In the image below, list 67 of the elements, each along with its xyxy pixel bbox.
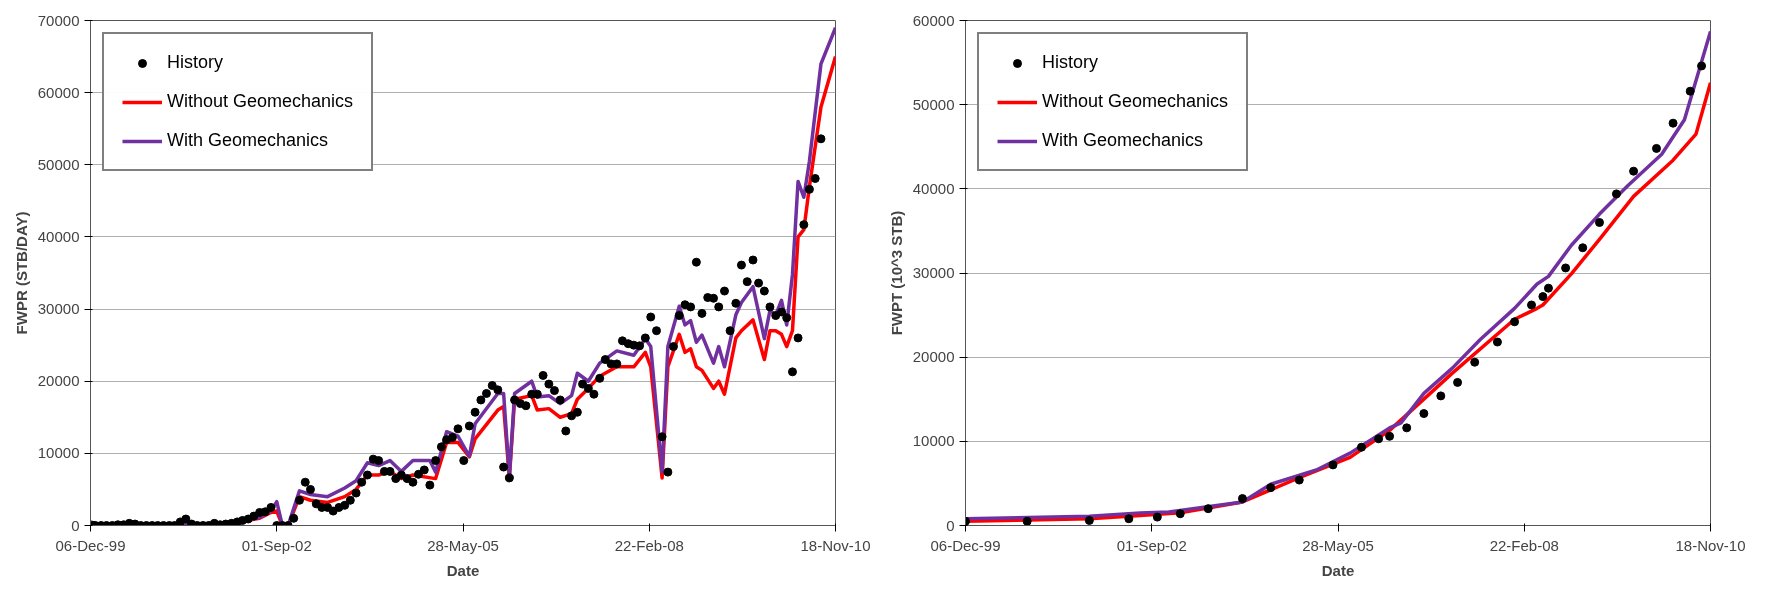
y-tick-label: 50000 — [912, 95, 955, 113]
point — [1152, 512, 1162, 522]
point — [1402, 423, 1412, 433]
y-tick-label: 50000 — [37, 155, 80, 173]
point — [1668, 118, 1678, 128]
y-tick-label: 0 — [946, 516, 955, 534]
x-tick-label: 18-Nov-10 — [800, 536, 871, 554]
point — [1492, 337, 1502, 347]
point — [1237, 494, 1247, 504]
y-tick-label: 0 — [71, 516, 80, 534]
legend-label: History — [1042, 52, 1099, 73]
y-tick-label: 20000 — [37, 372, 80, 390]
y-tick-label: 60000 — [912, 11, 955, 29]
point — [1543, 283, 1553, 293]
y-tick-label: 30000 — [37, 300, 80, 318]
point — [1538, 292, 1548, 302]
point — [1356, 442, 1366, 452]
x-tick-label: 28-May-05 — [1302, 536, 1374, 554]
point — [1385, 431, 1395, 441]
point — [1175, 509, 1185, 519]
point — [1419, 409, 1429, 419]
x-tick-label: 22-Feb-08 — [614, 536, 684, 554]
x-tick-label: 18-Nov-10 — [1675, 536, 1746, 554]
point — [1685, 86, 1695, 96]
y-tick-label: 40000 — [37, 227, 80, 245]
y-tick-label: 30000 — [912, 264, 955, 281]
point — [1328, 460, 1338, 470]
x-tick-label: 06-Dec-99 — [55, 536, 126, 554]
x-axis-title: Date — [1321, 561, 1355, 579]
legend-label: With Geomechanics — [167, 130, 329, 151]
legend-label: With Geomechanics — [1042, 130, 1204, 151]
point — [1561, 263, 1571, 273]
point — [1594, 218, 1604, 227]
point — [1084, 515, 1094, 525]
point — [1203, 504, 1213, 514]
point — [1651, 143, 1661, 153]
y-tick-label: 40000 — [912, 179, 955, 197]
point — [1510, 317, 1520, 327]
x-axis-title: Date — [446, 561, 480, 579]
point — [1470, 357, 1480, 367]
x-tick-label: 01-Sep-02 — [241, 536, 312, 554]
legend-label: Without Geomechanics — [1042, 91, 1229, 112]
point — [1022, 516, 1032, 526]
point — [1611, 189, 1621, 199]
y-axis-title: FWPT (10^3 STB) — [887, 210, 905, 336]
point — [1294, 475, 1304, 485]
point — [1453, 377, 1463, 387]
x-tick-label: 01-Sep-02 — [1116, 536, 1187, 554]
point — [1374, 434, 1384, 444]
point — [1629, 166, 1639, 176]
legend-label: Without Geomechanics — [167, 91, 354, 112]
y-tick-label: 70000 — [37, 11, 80, 29]
point — [1697, 61, 1707, 71]
y-tick-label: 10000 — [912, 432, 955, 450]
point — [1436, 391, 1446, 401]
point — [1266, 483, 1276, 493]
point — [1124, 514, 1134, 524]
point — [1527, 300, 1537, 310]
x-tick-label: 28-May-05 — [427, 536, 499, 554]
x-tick-label: 22-Feb-08 — [1489, 536, 1559, 554]
legend-label: History — [167, 52, 224, 73]
y-tick-label: 60000 — [37, 83, 80, 101]
y-tick-label: 10000 — [37, 444, 80, 462]
x-tick-label: 06-Dec-99 — [930, 536, 1001, 554]
point — [1578, 243, 1588, 253]
y-axis-title: FWPR (STB/DAY) — [12, 211, 30, 335]
y-tick-label: 20000 — [912, 348, 955, 366]
